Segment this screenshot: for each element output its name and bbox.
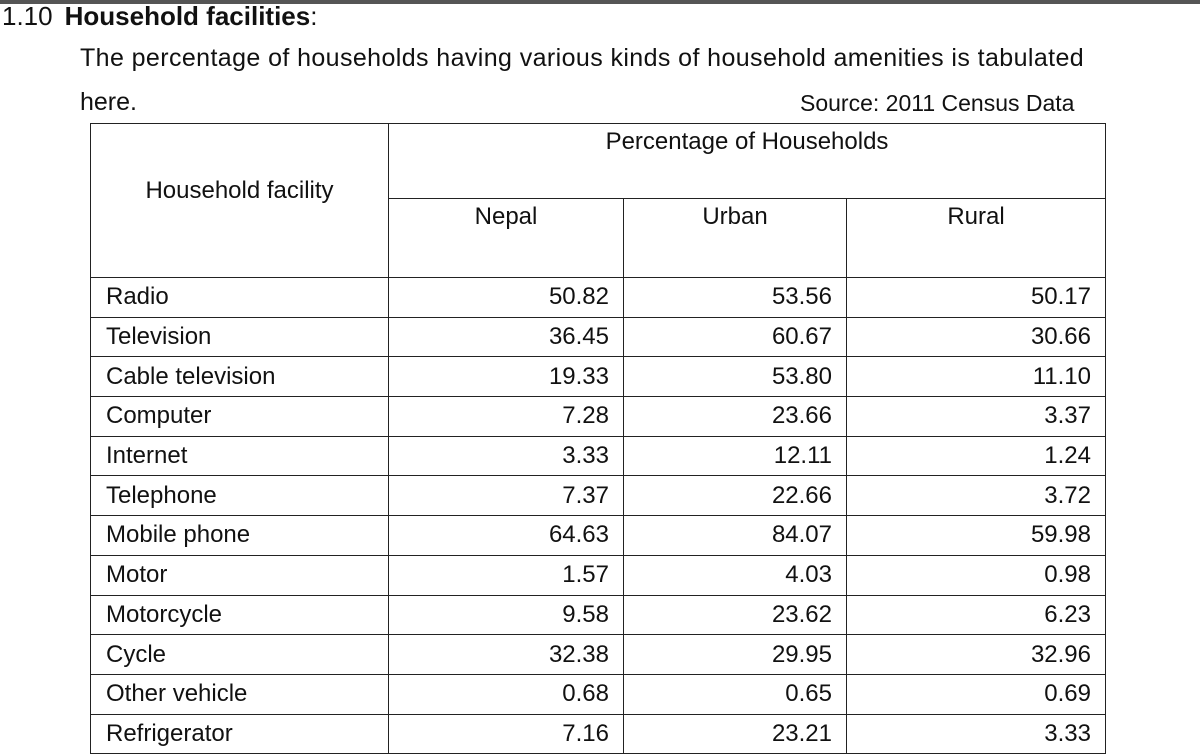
value-nepal: 3.33	[388, 435, 624, 477]
facility-name: Cable television	[90, 356, 389, 398]
facility-name: Telephone	[90, 475, 389, 517]
value-nepal: 1.57	[388, 554, 624, 596]
value-urban: 53.80	[623, 356, 847, 398]
source-note: Source: 2011 Census Data	[800, 90, 1075, 116]
value-nepal: 19.33	[388, 356, 624, 398]
value-nepal: 7.28	[388, 396, 624, 437]
value-nepal: 36.45	[388, 316, 624, 358]
facility-name: Internet	[90, 435, 389, 477]
value-rural: 30.66	[846, 316, 1106, 358]
top-rule	[0, 0, 1200, 4]
value-urban: 23.21	[623, 713, 847, 754]
intro-text: The percentage of households having vari…	[80, 44, 1085, 72]
household-facilities-table: Household facility Percentage of Househo…	[90, 123, 1106, 754]
table-row: Computer 7.28 23.66 3.37	[90, 396, 1106, 437]
value-rural: 3.37	[846, 396, 1106, 437]
table-row: Other vehicle 0.68 0.65 0.69	[90, 673, 1106, 715]
facility-name: Computer	[90, 396, 389, 437]
value-rural: 3.72	[846, 475, 1106, 517]
column-header-nepal: Nepal	[388, 198, 624, 278]
value-nepal: 7.16	[388, 713, 624, 754]
facility-column-header: Household facility	[90, 123, 389, 278]
column-header-urban: Urban	[623, 198, 847, 278]
facility-name: Motor	[90, 554, 389, 596]
table-row: Cable television 19.33 53.80 11.10	[90, 356, 1106, 398]
table-row: Internet 3.33 12.11 1.24	[90, 435, 1106, 477]
table-row: Refrigerator 7.16 23.21 3.33	[90, 713, 1106, 754]
value-rural: 6.23	[846, 594, 1106, 636]
value-rural: 11.10	[846, 356, 1106, 398]
table-body: Radio 50.82 53.56 50.17 Television 36.45 60.67…	[90, 277, 1106, 754]
value-urban: 84.07	[623, 515, 847, 556]
table-row: Mobile phone 64.63 84.07 59.98	[90, 515, 1106, 556]
value-urban: 12.11	[623, 435, 847, 477]
value-urban: 0.65	[623, 673, 847, 715]
value-rural: 0.69	[846, 673, 1106, 715]
intro-text-continued: here.	[80, 88, 137, 116]
facility-name: Television	[90, 316, 389, 358]
table-row: Motorcycle 9.58 23.62 6.23	[90, 594, 1106, 636]
value-rural: 3.33	[846, 713, 1106, 754]
column-header-rural: Rural	[846, 198, 1106, 278]
facility-name: Cycle	[90, 634, 389, 675]
table-row: Television 36.45 60.67 30.66	[90, 316, 1106, 358]
facility-name: Refrigerator	[90, 713, 389, 754]
value-nepal: 9.58	[388, 594, 624, 636]
value-nepal: 64.63	[388, 515, 624, 556]
section-number: 1.10	[2, 1, 53, 31]
table-row: Telephone 7.37 22.66 3.72	[90, 475, 1106, 517]
value-rural: 0.98	[846, 554, 1106, 596]
value-rural: 59.98	[846, 515, 1106, 556]
facility-name: Radio	[90, 277, 389, 318]
value-nepal: 50.82	[388, 277, 624, 318]
section-colon: :	[310, 1, 318, 31]
facility-name: Mobile phone	[90, 515, 389, 556]
value-urban: 29.95	[623, 634, 847, 675]
table-row: Motor 1.57 4.03 0.98	[90, 554, 1106, 596]
value-urban: 23.62	[623, 594, 847, 636]
value-rural: 50.17	[846, 277, 1106, 318]
value-nepal: 7.37	[388, 475, 624, 517]
section-title: Household facilities	[64, 1, 311, 31]
table-row: Cycle 32.38 29.95 32.96	[90, 634, 1106, 675]
value-nepal: 32.38	[388, 634, 624, 675]
value-urban: 60.67	[623, 316, 847, 358]
facility-name: Other vehicle	[90, 673, 389, 715]
value-nepal: 0.68	[388, 673, 624, 715]
value-urban: 22.66	[623, 475, 847, 517]
percentage-group-header: Percentage of Households	[388, 123, 1106, 199]
value-rural: 32.96	[846, 634, 1106, 675]
value-urban: 53.56	[623, 277, 847, 318]
value-urban: 4.03	[623, 554, 847, 596]
section-heading: 1.10 Household facilities:	[2, 0, 317, 32]
value-rural: 1.24	[846, 435, 1106, 477]
value-urban: 23.66	[623, 396, 847, 437]
table-row: Radio 50.82 53.56 50.17	[90, 277, 1106, 318]
facility-name: Motorcycle	[90, 594, 389, 636]
